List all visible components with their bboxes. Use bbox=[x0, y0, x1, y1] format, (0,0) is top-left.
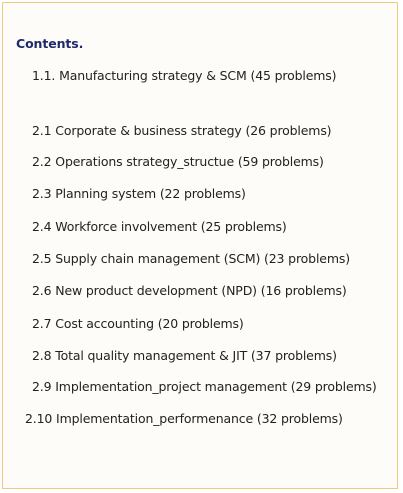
contents-item-2-6[interactable]: 2.6 New product development (NPD) (16 pr… bbox=[32, 283, 347, 298]
contents-panel: Contents. 1.1. Manufacturing strategy & … bbox=[2, 2, 398, 489]
contents-item-2-7[interactable]: 2.7 Cost accounting (20 problems) bbox=[32, 316, 244, 331]
contents-item-1-1[interactable]: 1.1. Manufacturing strategy & SCM (45 pr… bbox=[32, 68, 337, 83]
contents-heading: Contents. bbox=[16, 36, 84, 51]
contents-item-2-5[interactable]: 2.5 Supply chain management (SCM) (23 pr… bbox=[32, 251, 350, 266]
contents-item-2-1[interactable]: 2.1 Corporate & business strategy (26 pr… bbox=[32, 123, 332, 138]
contents-item-2-2[interactable]: 2.2 Operations strategy_structue (59 pro… bbox=[32, 154, 324, 169]
contents-item-2-4[interactable]: 2.4 Workforce involvement (25 problems) bbox=[32, 219, 287, 234]
contents-item-2-8[interactable]: 2.8 Total quality management & JIT (37 p… bbox=[32, 348, 337, 363]
contents-item-2-10[interactable]: 2.10 Implementation_performenance (32 pr… bbox=[25, 411, 343, 426]
contents-item-2-3[interactable]: 2.3 Planning system (22 problems) bbox=[32, 186, 246, 201]
contents-item-2-9[interactable]: 2.9 Implementation_project management (2… bbox=[32, 379, 377, 394]
